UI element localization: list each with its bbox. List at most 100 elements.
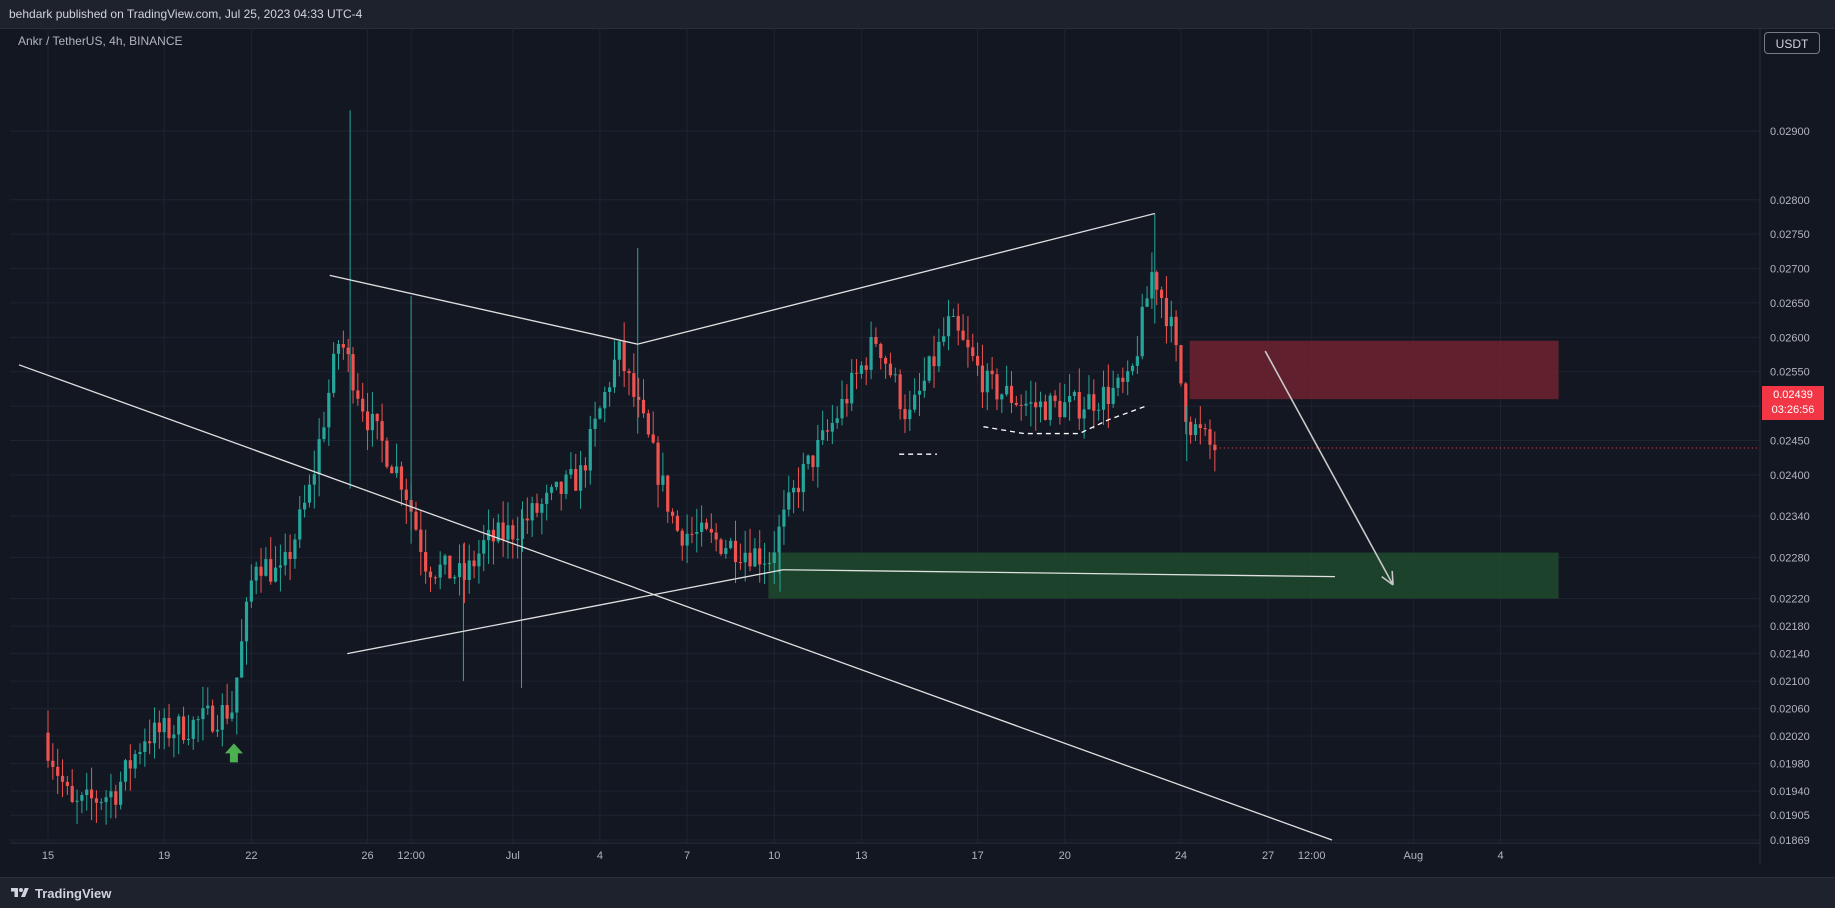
candle-body — [133, 754, 137, 769]
candle-body — [874, 337, 878, 344]
candle-body — [365, 411, 370, 431]
candle-body — [1009, 385, 1014, 403]
candle-body — [259, 566, 263, 576]
candle-body — [1208, 429, 1212, 445]
candle-body — [1053, 395, 1057, 401]
candle-body — [273, 567, 278, 582]
candle-body — [1121, 377, 1125, 382]
candle-body — [632, 373, 636, 397]
candle-body — [903, 409, 907, 420]
candle-body — [980, 365, 985, 393]
candle-body — [298, 509, 302, 540]
candle-body — [525, 518, 529, 521]
bar-countdown: 03:26:56 — [1771, 404, 1815, 416]
tradingview-logo-icon — [11, 888, 29, 897]
candle-body — [177, 716, 181, 735]
candle-body — [104, 797, 108, 803]
candle-body — [700, 522, 704, 533]
candle-body — [588, 429, 592, 471]
trendline — [18, 364, 1333, 841]
candle-body — [825, 430, 830, 432]
candle-body — [1159, 289, 1164, 299]
candle-body — [1213, 444, 1217, 451]
candle-body — [816, 439, 820, 468]
candle-body — [927, 356, 931, 381]
candle-body — [491, 529, 496, 542]
candle-body — [748, 552, 752, 567]
candle-body — [990, 370, 994, 375]
currency-button[interactable]: USDT — [1764, 32, 1820, 54]
candle-body — [1000, 394, 1004, 400]
candle-body — [608, 387, 612, 392]
candle-body — [675, 515, 680, 531]
candle-body — [428, 571, 433, 578]
candle-body — [462, 563, 466, 580]
candle-body — [1189, 421, 1193, 436]
candle-body — [375, 413, 379, 422]
candle-body — [932, 356, 936, 367]
candle-body — [65, 781, 69, 786]
candle-body — [172, 734, 176, 739]
candle-body — [511, 525, 515, 540]
candle-body — [622, 341, 626, 372]
candle-body — [119, 781, 123, 805]
candle-body — [399, 466, 404, 490]
time-tick-label: 27 — [1262, 850, 1274, 862]
candle-body — [128, 760, 132, 769]
candle-body — [94, 798, 99, 803]
candle-body — [201, 708, 205, 720]
candlestick-chart[interactable]: 0.02900 0.02800 0.02750 0.02700 0.02650 0.026… — [0, 28, 1835, 880]
candle-body — [516, 538, 520, 540]
candle-body — [206, 705, 210, 709]
time-tick-label: 7 — [684, 850, 690, 862]
candle-body — [1097, 409, 1101, 411]
candle-body — [738, 562, 742, 564]
chart-area[interactable]: 0.02900 0.02800 0.02750 0.02700 0.02650 0.026… — [0, 28, 1835, 880]
candle-body — [603, 391, 607, 409]
candle-body — [123, 760, 128, 782]
candle-body — [220, 705, 224, 730]
price-tick-label: 0.02600 — [1770, 332, 1810, 344]
candle-body — [859, 365, 863, 374]
candle-body — [554, 481, 558, 488]
candle-body — [661, 475, 665, 485]
candle-body — [414, 511, 418, 530]
top-bar: behdark published on TradingView.com, Ju… — [0, 0, 1835, 29]
candle-body — [1043, 401, 1047, 420]
candle-body — [743, 552, 747, 563]
price-tick-label: 0.02180 — [1770, 621, 1810, 633]
price-tick-label: 0.01905 — [1770, 810, 1810, 822]
candle-body — [913, 394, 917, 410]
time-tick-label: 4 — [597, 850, 603, 862]
time-tick-label: Jul — [506, 850, 520, 862]
candle-body — [549, 487, 554, 493]
candle-body — [578, 465, 583, 491]
candle-body — [884, 357, 888, 364]
candle-body — [346, 347, 350, 355]
candle-body — [956, 315, 960, 331]
candle-body — [157, 722, 161, 733]
candle-body — [1169, 316, 1173, 327]
candle-body — [641, 399, 646, 414]
candle-body — [1135, 356, 1139, 366]
candle-body — [869, 337, 873, 370]
candle-body — [269, 559, 273, 582]
time-tick-label: 12:00 — [1298, 850, 1326, 862]
candle-body — [821, 430, 825, 440]
candle-body — [806, 455, 810, 464]
candle-body — [762, 563, 767, 565]
candle-body — [709, 528, 713, 533]
bottom-bar: TradingView — [0, 877, 1835, 908]
candle-body — [811, 455, 815, 468]
candle-body — [714, 532, 718, 540]
candle-body — [356, 390, 360, 399]
candle-body — [482, 540, 486, 554]
candle-body — [453, 577, 457, 579]
candle-body — [448, 555, 452, 579]
candle-body — [937, 341, 941, 367]
candle-body — [1198, 424, 1202, 429]
candle-body — [1193, 424, 1198, 436]
tradingview-brand[interactable]: TradingView — [0, 886, 111, 901]
candle-body — [1179, 345, 1183, 384]
candle-body — [56, 766, 60, 776]
